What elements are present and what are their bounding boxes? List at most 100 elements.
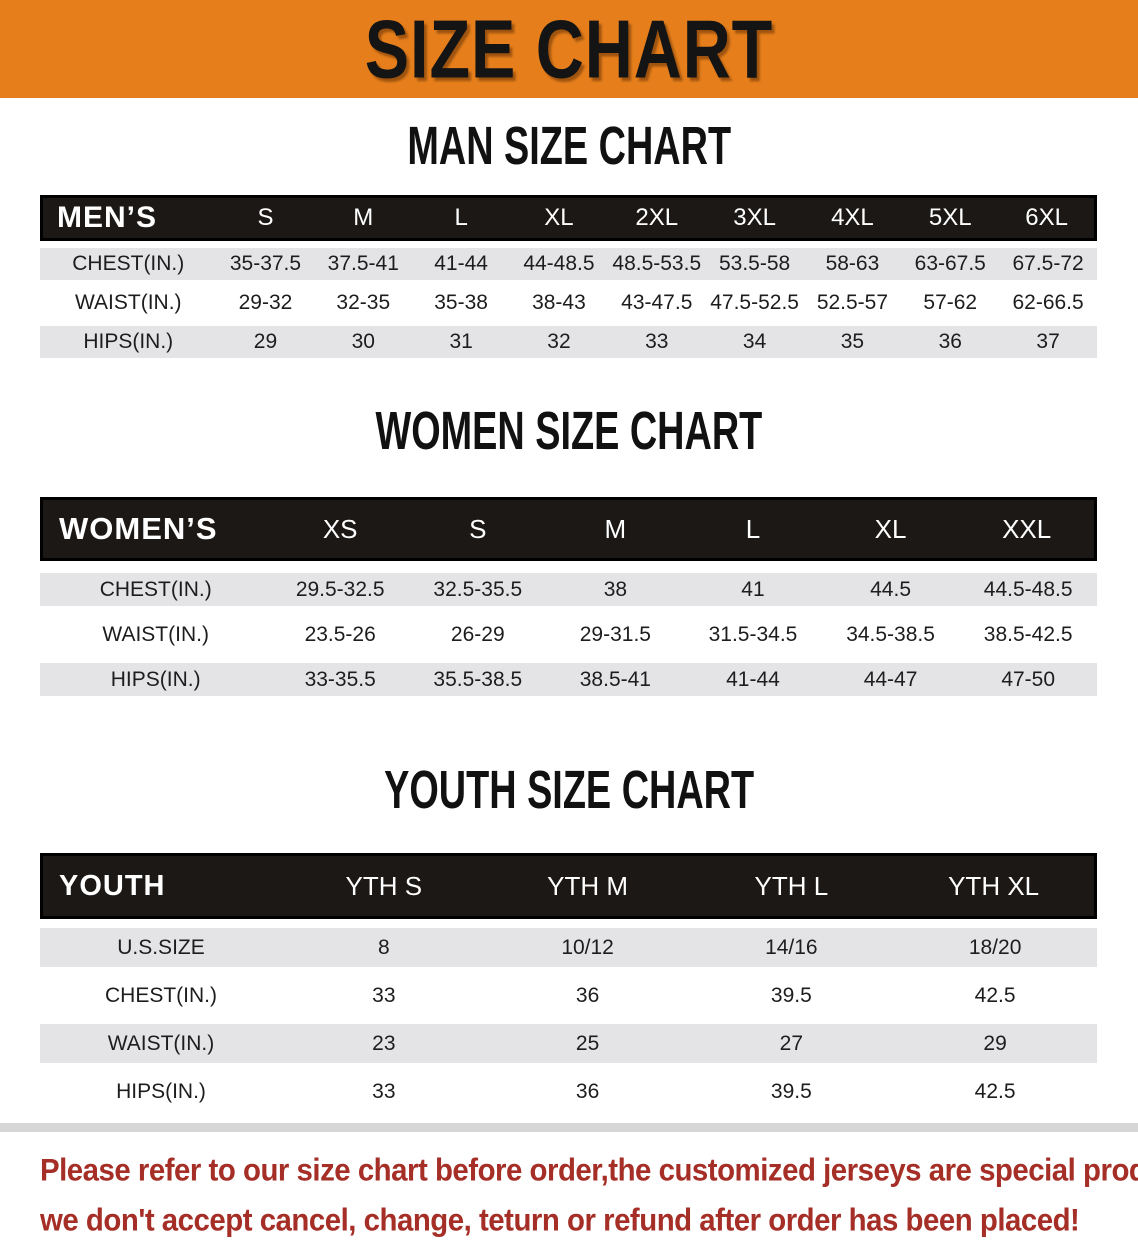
women-table-title: WOMEN’S — [40, 497, 272, 561]
men-size-header-cell: M — [314, 195, 413, 241]
women-size-header-cell: L — [684, 497, 822, 561]
men-waist-value-cell: 57-62 — [901, 287, 1000, 319]
women-size-header-cell: S — [408, 497, 547, 561]
women-chest-value-cell: 38 — [546, 573, 685, 606]
men-hips-label: HIPS(IN.) — [40, 326, 217, 358]
youth-hips-value-cell: 36 — [485, 1072, 690, 1111]
men-waist-row: WAIST(IN.) 29-32 32-35 35-38 38-43 43-47.5 47… — [40, 287, 1097, 319]
youth-hips-value-cell: 39.5 — [689, 1072, 894, 1111]
man-section-heading: MAN SIZE CHART — [0, 117, 1138, 177]
men-waist-value-cell: 35-38 — [412, 287, 511, 319]
women-waist-label: WAIST(IN.) — [40, 618, 272, 651]
women-size-header-cell: M — [546, 497, 685, 561]
men-waist-label: WAIST(IN.) — [40, 287, 217, 319]
men-hips-value-cell: 33 — [607, 326, 706, 358]
women-waist-value-cell: 34.5-38.5 — [821, 618, 960, 651]
disclaimer-note: Please refer to our size chart before or… — [40, 1146, 1138, 1247]
youth-chest-label: CHEST(IN.) — [40, 976, 282, 1015]
women-hips-value-cell: 33-35.5 — [271, 663, 409, 696]
women-size-header-cell: XL — [821, 497, 960, 561]
women-hips-value-cell: 35.5-38.5 — [408, 663, 547, 696]
men-hips-value-cell: 34 — [705, 326, 804, 358]
men-waist-value-cell: 52.5-57 — [803, 287, 902, 319]
men-size-header-cell: 4XL — [803, 195, 902, 241]
youth-waist-row: WAIST(IN.) 23 25 27 29 — [40, 1024, 1097, 1063]
youth-hips-value-cell: 42.5 — [893, 1072, 1097, 1111]
men-chest-value-cell: 41-44 — [412, 248, 511, 280]
women-hips-value-cell: 47-50 — [959, 663, 1097, 696]
women-hips-label: HIPS(IN.) — [40, 663, 272, 696]
youth-waist-value-cell: 25 — [485, 1024, 690, 1063]
men-waist-value-cell: 38-43 — [510, 287, 608, 319]
women-chest-value-cell: 29.5-32.5 — [271, 573, 409, 606]
youth-section-heading-text: YOUTH SIZE CHART — [383, 760, 754, 821]
youth-ussize-value-cell: 10/12 — [485, 928, 690, 967]
youth-chest-row: CHEST(IN.) 33 36 39.5 42.5 — [40, 976, 1097, 1015]
youth-chest-value-cell: 33 — [281, 976, 486, 1015]
women-hips-value-cell: 38.5-41 — [546, 663, 685, 696]
youth-ussize-value-cell: 14/16 — [689, 928, 894, 967]
men-chest-value-cell: 48.5-53.5 — [607, 248, 706, 280]
youth-hips-label: HIPS(IN.) — [40, 1072, 282, 1111]
women-hips-row: HIPS(IN.) 33-35.5 35.5-38.5 38.5-41 41-44 44… — [40, 663, 1097, 696]
men-hips-value-cell: 36 — [901, 326, 1000, 358]
men-hips-value-cell: 37 — [999, 326, 1097, 358]
men-chest-value-cell: 63-67.5 — [901, 248, 1000, 280]
women-waist-value-cell: 38.5-42.5 — [959, 618, 1097, 651]
youth-waist-value-cell: 27 — [689, 1024, 894, 1063]
men-waist-value-cell: 43-47.5 — [607, 287, 706, 319]
women-waist-value-cell: 29-31.5 — [546, 618, 685, 651]
disclaimer-line-2: we don't accept cancel, change, teturn o… — [40, 1203, 1080, 1239]
men-hips-value-cell: 30 — [314, 326, 413, 358]
men-hips-value-cell: 29 — [216, 326, 315, 358]
men-chest-value-cell: 58-63 — [803, 248, 902, 280]
women-chest-value-cell: 41 — [684, 573, 822, 606]
youth-size-header-cell: YTH XL — [893, 853, 1097, 919]
women-chest-label: CHEST(IN.) — [40, 573, 272, 606]
youth-size-header-cell: YTH L — [689, 853, 894, 919]
youth-ussize-row: U.S.SIZE 8 10/12 14/16 18/20 — [40, 928, 1097, 967]
youth-size-header-cell: YTH S — [281, 853, 486, 919]
men-size-header-cell: S — [216, 195, 315, 241]
bottom-edge-bar — [0, 1123, 1138, 1132]
men-chest-row: CHEST(IN.) 35-37.5 37.5-41 41-44 44-48.5 48.… — [40, 248, 1097, 280]
youth-waist-value-cell: 29 — [893, 1024, 1097, 1063]
men-hips-value-cell: 31 — [412, 326, 511, 358]
men-hips-row: HIPS(IN.) 29 30 31 32 33 34 35 36 37 — [40, 326, 1097, 358]
women-waist-row: WAIST(IN.) 23.5-26 26-29 29-31.5 31.5-34.5 3… — [40, 618, 1097, 651]
men-waist-value-cell: 32-35 — [314, 287, 413, 319]
men-hips-value-cell: 32 — [510, 326, 608, 358]
youth-section-heading: YOUTH SIZE CHART — [0, 761, 1138, 821]
youth-ussize-value-cell: 8 — [281, 928, 486, 967]
men-size-header-cell: L — [412, 195, 511, 241]
youth-chest-value-cell: 36 — [485, 976, 690, 1015]
youth-table-header-row: YOUTH YTH S YTH M YTH L YTH XL — [40, 853, 1097, 919]
men-waist-value-cell: 62-66.5 — [999, 287, 1097, 319]
women-section-heading: WOMEN SIZE CHART — [0, 402, 1138, 462]
men-size-header-cell: 2XL — [607, 195, 706, 241]
women-waist-value-cell: 26-29 — [408, 618, 547, 651]
women-size-header-cell: XXL — [959, 497, 1097, 561]
title-banner: SIZE CHART — [0, 0, 1138, 98]
youth-chest-value-cell: 42.5 — [893, 976, 1097, 1015]
men-chest-value-cell: 67.5-72 — [999, 248, 1097, 280]
women-waist-value-cell: 23.5-26 — [271, 618, 409, 651]
women-section-heading-text: WOMEN SIZE CHART — [375, 401, 763, 462]
youth-ussize-value-cell: 18/20 — [893, 928, 1097, 967]
men-size-header-cell: 6XL — [999, 195, 1097, 241]
youth-waist-value-cell: 23 — [281, 1024, 486, 1063]
youth-ussize-label: U.S.SIZE — [40, 928, 282, 967]
disclaimer-line-1: Please refer to our size chart before or… — [40, 1153, 1138, 1188]
men-table-title: MEN’S — [40, 195, 217, 241]
youth-size-table: YOUTH YTH S YTH M YTH L YTH XL U.S.SIZE 8 10… — [40, 844, 1097, 1120]
women-chest-value-cell: 44.5 — [821, 573, 960, 606]
page-title: SIZE CHART — [364, 2, 774, 96]
men-hips-value-cell: 35 — [803, 326, 902, 358]
youth-waist-label: WAIST(IN.) — [40, 1024, 282, 1063]
men-chest-value-cell: 37.5-41 — [314, 248, 413, 280]
youth-hips-row: HIPS(IN.) 33 36 39.5 42.5 — [40, 1072, 1097, 1111]
youth-size-header-cell: YTH M — [485, 853, 690, 919]
youth-chest-value-cell: 39.5 — [689, 976, 894, 1015]
women-hips-value-cell: 41-44 — [684, 663, 822, 696]
men-chest-label: CHEST(IN.) — [40, 248, 217, 280]
